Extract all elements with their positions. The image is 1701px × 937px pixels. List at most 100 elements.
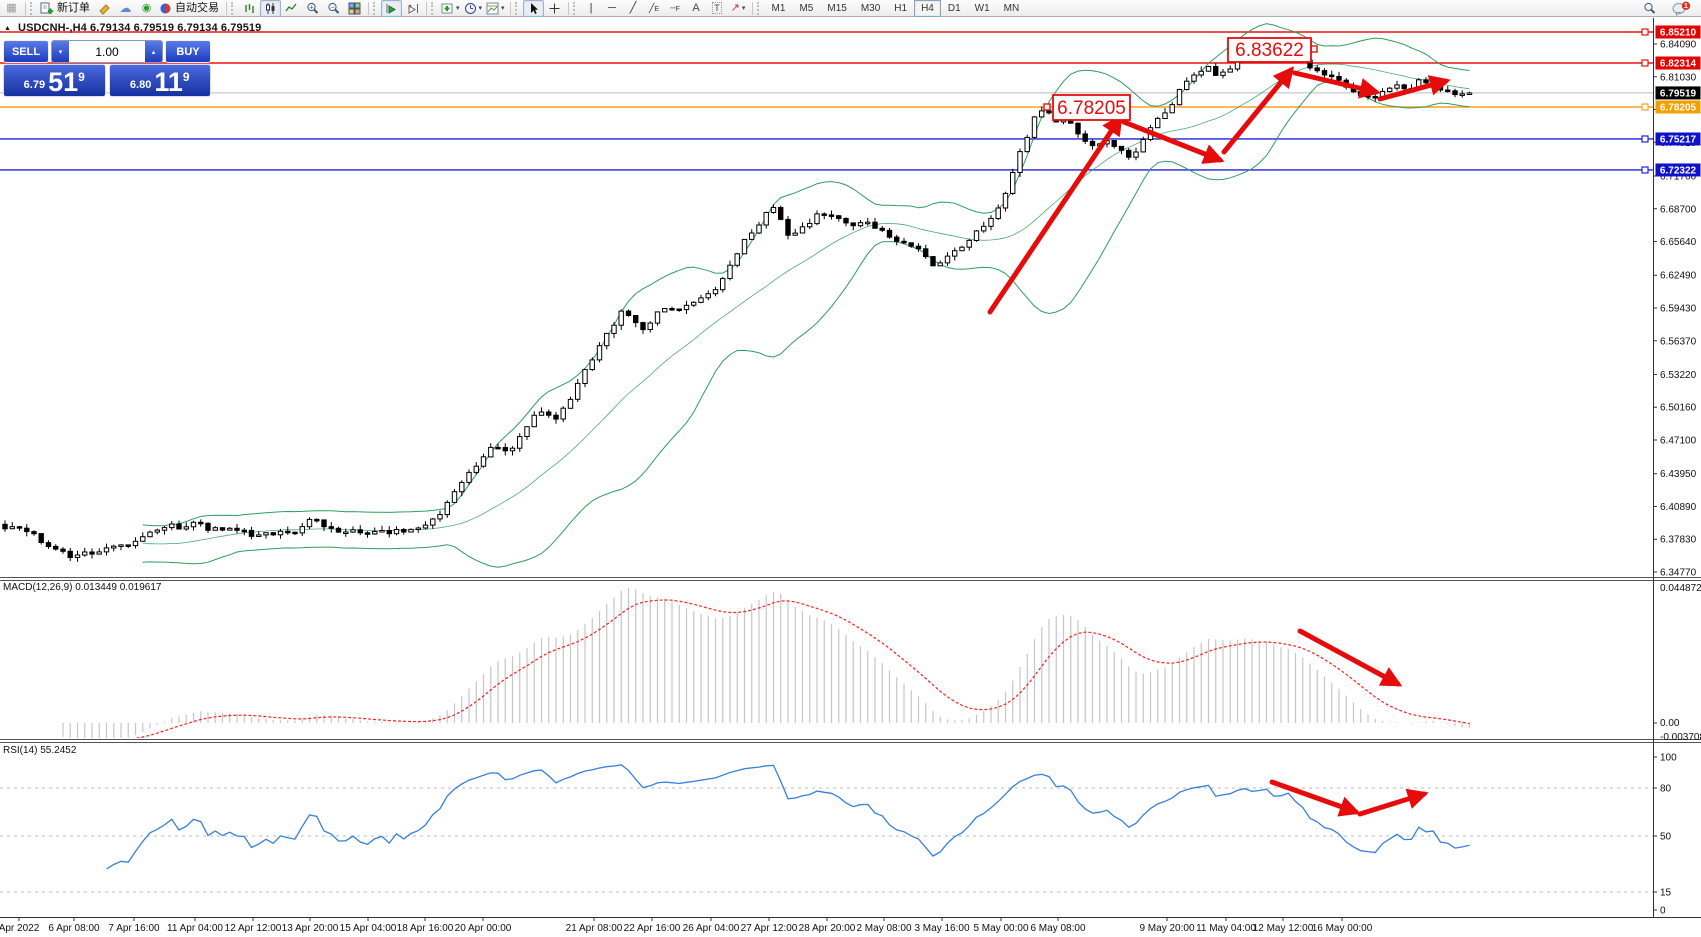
chart-shift-icon[interactable]	[402, 0, 423, 17]
text-icon[interactable]: A	[692, 1, 700, 14]
toolbar-grip[interactable]	[231, 1, 236, 15]
auto-scroll-icon[interactable]	[381, 0, 402, 17]
cursor-icon[interactable]	[522, 0, 544, 17]
rsi-pane[interactable]	[0, 764, 1653, 893]
search-icon[interactable]	[1639, 0, 1660, 17]
toolbar-grip[interactable]	[431, 1, 436, 15]
svg-text:+: +	[309, 4, 313, 11]
toolbar-grip[interactable]	[30, 1, 35, 15]
buy-button[interactable]: BUY	[165, 40, 211, 63]
annotation-box[interactable]	[1052, 94, 1131, 121]
macd-signal-line	[132, 599, 1470, 738]
highlighter-icon[interactable]	[94, 0, 115, 17]
fibonacci-icon[interactable]: ┄F	[670, 2, 680, 13]
toolbar-grip[interactable]	[572, 1, 578, 15]
time-tick-label: 20 Apr 00:00	[455, 923, 512, 934]
sell-button[interactable]: SELL	[3, 40, 49, 63]
price-badges: 6.85210 6.82314 6.79519 6.78205 6.75217 6.723…	[1641, 25, 1701, 177]
line-anchor-square[interactable]	[1641, 103, 1649, 111]
timeframe-m15[interactable]: M15	[827, 2, 847, 14]
timeframe-h4[interactable]: H4	[914, 0, 941, 17]
macd-min-label: -0.003708	[1660, 732, 1701, 743]
horizontal-line-icon[interactable]: ─	[608, 1, 616, 14]
line-chart-icon[interactable]	[281, 0, 302, 17]
macd-pane[interactable]	[62, 588, 1471, 744]
toolbar-grip[interactable]	[373, 1, 378, 15]
volume-value[interactable]: 1.00	[69, 41, 145, 62]
time-tick-label: 16 May 00:00	[1312, 923, 1373, 934]
candlestick-icon[interactable]	[260, 0, 281, 17]
templates-icon[interactable]: ▾	[484, 0, 507, 17]
buy-price-small: 6.80	[129, 79, 152, 91]
time-tick-label: 21 Apr 08:00	[566, 923, 623, 934]
zoom-in-icon[interactable]: +	[302, 0, 323, 17]
time-tick-label: 26 Apr 04:00	[683, 923, 740, 934]
timeframe-m30[interactable]: M30	[860, 2, 881, 14]
trend-arrow[interactable]	[1292, 70, 1381, 99]
trend-arrow[interactable]	[1297, 628, 1403, 687]
trend-arrow[interactable]	[987, 113, 1123, 315]
arrows-icon[interactable]: ↗ ▾	[730, 1, 746, 14]
signal-icon[interactable]: ◉	[141, 1, 152, 14]
line-anchor-square[interactable]	[1641, 166, 1649, 174]
time-tick-label: 15 Apr 04:00	[340, 923, 397, 934]
volume-spinner: ▾ 1.00 ▴	[51, 40, 163, 63]
timeframe-mn[interactable]: MN	[1003, 2, 1020, 14]
price-line-badge	[1655, 163, 1701, 177]
timeframe-m1[interactable]: M1	[771, 2, 786, 14]
sell-price-button[interactable]: 6.79 51 9	[3, 64, 106, 97]
main-price-pane[interactable]	[0, 23, 1653, 568]
price-tick-label: 6.56370	[1660, 336, 1697, 347]
time-tick-label: 22 Apr 16:00	[624, 923, 681, 934]
vertical-line-icon[interactable]: |	[589, 1, 593, 14]
trendline-icon[interactable]: ╱	[629, 1, 637, 14]
time-tick-label: 11 May 04:00	[1196, 923, 1256, 934]
price-line-badge	[1655, 25, 1701, 39]
tile-windows-icon[interactable]	[344, 0, 365, 17]
line-anchor-square[interactable]	[1641, 135, 1649, 143]
trend-arrow[interactable]	[1221, 66, 1295, 155]
bollinger-bands	[142, 23, 1470, 568]
buy-price-button[interactable]: 6.80 11 9	[108, 64, 211, 97]
time-tick-label: 13 Apr 20:00	[282, 923, 339, 934]
indicators-icon[interactable]: ▾	[439, 0, 462, 17]
new-order-button[interactable]: 新订单	[38, 0, 94, 17]
toolbar-grip[interactable]	[514, 1, 520, 15]
chevron-down-icon: ▾	[478, 4, 483, 12]
toolbar-grip[interactable]	[756, 1, 762, 15]
rsi-tick-label: 15	[1660, 888, 1672, 899]
timeframe-w1[interactable]: W1	[974, 2, 990, 14]
annotation-box[interactable]	[1227, 37, 1312, 63]
timeframe-d1[interactable]: D1	[947, 2, 961, 14]
channel-icon[interactable]: ╱E	[649, 2, 660, 13]
timeframe-m5[interactable]: M5	[799, 2, 814, 14]
annotation-anchor-square[interactable]	[1043, 103, 1051, 111]
window-icon[interactable]: ▦	[6, 1, 17, 14]
price-tick-label: 6.68700	[1660, 204, 1697, 215]
cloud-icon[interactable]: ☁	[119, 1, 132, 15]
rsi-label: RSI(14) 55.2452	[3, 745, 77, 756]
volume-up-icon[interactable]: ▴	[145, 41, 162, 62]
bar-chart-icon[interactable]	[239, 0, 260, 17]
volume-down-icon[interactable]: ▾	[52, 41, 69, 62]
periods-icon[interactable]: ▾	[462, 0, 485, 17]
line-anchor-square[interactable]	[1641, 59, 1649, 67]
trend-arrow[interactable]	[1377, 75, 1451, 102]
autotrade-button[interactable]: 自动交易	[157, 0, 223, 17]
timeframe-h1[interactable]: H1	[894, 2, 908, 14]
trend-arrow[interactable]	[1357, 788, 1429, 817]
trend-arrow[interactable]	[1269, 779, 1361, 817]
annotation-anchor-square[interactable]	[1310, 45, 1318, 53]
notifications-icon[interactable]: 1	[1670, 0, 1693, 17]
crosshair-icon[interactable]	[544, 0, 565, 17]
price-tick-label: 6.59430	[1660, 303, 1697, 314]
timeframe-toolbar: M1 M5 M15 M30 H1 H4 D1 W1 MN	[765, 0, 1027, 17]
text-label-icon[interactable]: T	[712, 2, 722, 14]
zoom-out-icon[interactable]: −	[323, 0, 344, 17]
trend-arrow[interactable]	[1121, 119, 1225, 164]
line-anchor-square[interactable]	[1641, 28, 1649, 36]
price-line-badge-text: 6.75217	[1660, 134, 1697, 145]
price-line-badge	[1655, 86, 1701, 100]
